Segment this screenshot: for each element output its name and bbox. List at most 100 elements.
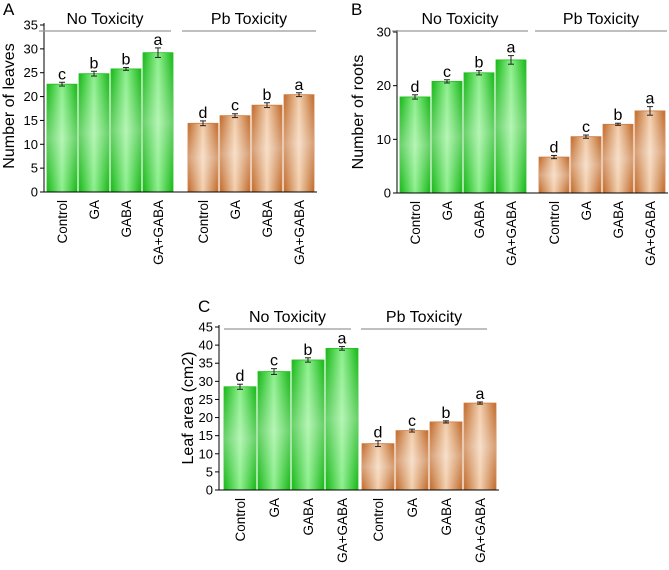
y-tick-label: 20 bbox=[24, 89, 38, 104]
significance-letter: b bbox=[614, 107, 623, 124]
bar-highlight bbox=[252, 105, 282, 192]
x-tick-label: GA+GABA bbox=[473, 498, 488, 563]
x-tick-label: GABA bbox=[301, 498, 316, 536]
significance-letter: b bbox=[90, 55, 99, 72]
bar-highlight bbox=[430, 421, 462, 490]
y-tick-label: 35 bbox=[24, 18, 38, 33]
y-tick-label: 40 bbox=[199, 338, 213, 353]
bar-highlight bbox=[603, 124, 633, 193]
significance-letter: c bbox=[231, 98, 239, 115]
significance-letter: c bbox=[270, 353, 278, 370]
y-tick-label: 30 bbox=[377, 25, 391, 40]
significance-letter: a bbox=[154, 32, 163, 49]
y-axis-title: Number of leaves bbox=[1, 43, 18, 168]
y-tick-label: 30 bbox=[199, 374, 213, 389]
significance-letter: b bbox=[263, 87, 272, 104]
bar-highlight bbox=[47, 84, 77, 192]
x-tick-label: GABA bbox=[611, 201, 626, 239]
panel-c-leaf-area-chart: C 0 5 10 15 20 25 30 35 40 45 Leaf area (cm2) No To… bbox=[180, 297, 499, 563]
significance-letter: d bbox=[550, 139, 559, 156]
panel-b-roots-chart: B 0 10 20 30 Number of roots No Toxicity Pb To… bbox=[350, 0, 668, 266]
significance-letter: d bbox=[236, 368, 245, 385]
bar-highlight bbox=[400, 96, 430, 193]
significance-letter: a bbox=[476, 386, 485, 403]
panel-a-leaves-chart: A 0 5 10 15 20 25 30 35 Number of leaves No Toxic… bbox=[1, 0, 317, 265]
group-label: Pb Toxicity bbox=[563, 11, 639, 28]
significance-letter: b bbox=[475, 55, 484, 72]
significance-letter: c bbox=[443, 64, 451, 81]
x-tick-label: GA bbox=[87, 200, 102, 220]
x-tick-label: GA bbox=[267, 498, 282, 518]
bar-highlight bbox=[396, 430, 428, 490]
bar-highlight bbox=[464, 403, 496, 490]
x-tick-label: GA bbox=[228, 200, 243, 220]
y-tick-label: 45 bbox=[199, 320, 213, 335]
significance-letter: a bbox=[338, 331, 347, 348]
bar-highlight bbox=[571, 136, 601, 193]
significance-letter: c bbox=[408, 413, 416, 430]
bar-highlight bbox=[539, 157, 569, 193]
significance-letter: b bbox=[442, 405, 451, 422]
y-tick-label: 30 bbox=[24, 41, 38, 56]
x-tick-label: GA bbox=[405, 498, 420, 518]
significance-letter: a bbox=[507, 40, 516, 57]
bar-highlight bbox=[432, 81, 462, 193]
significance-letter: c bbox=[582, 119, 590, 136]
x-tick-label: GA+GABA bbox=[335, 498, 350, 563]
y-tick-label: 25 bbox=[199, 392, 213, 407]
significance-letter: d bbox=[411, 79, 420, 96]
x-tick-label: GA+GABA bbox=[643, 201, 658, 266]
significance-letter: c bbox=[58, 66, 66, 83]
significance-letter: a bbox=[295, 77, 304, 94]
x-tick-label: GA bbox=[579, 201, 594, 221]
y-tick-label: 10 bbox=[24, 137, 38, 152]
x-tick-label: GABA bbox=[260, 200, 275, 238]
x-tick-label: Control bbox=[408, 201, 423, 245]
bar-highlight bbox=[79, 73, 109, 192]
bar-highlight bbox=[188, 123, 218, 192]
bar-highlight bbox=[292, 359, 324, 490]
significance-letter: d bbox=[374, 425, 383, 442]
y-tick-label: 25 bbox=[24, 65, 38, 80]
bar-highlight bbox=[143, 52, 173, 192]
group-label: No Toxicity bbox=[66, 11, 143, 28]
x-tick-label: Control bbox=[233, 498, 248, 542]
x-tick-label: Control bbox=[55, 200, 70, 244]
y-tick-label: 5 bbox=[31, 161, 38, 176]
bar-highlight bbox=[258, 371, 290, 490]
x-tick-label: GA bbox=[440, 201, 455, 221]
significance-letter: b bbox=[122, 51, 131, 68]
x-tick-label: GA+GABA bbox=[504, 201, 519, 266]
y-tick-label: 35 bbox=[199, 356, 213, 371]
group-label: No Toxicity bbox=[421, 11, 498, 28]
y-axis-title: Leaf area (cm2) bbox=[180, 352, 197, 465]
y-tick-label: 15 bbox=[199, 428, 213, 443]
y-tick-label: 0 bbox=[206, 483, 213, 498]
x-tick-label: Control bbox=[371, 498, 386, 542]
y-tick-label: 5 bbox=[206, 464, 213, 479]
x-tick-label: Control bbox=[547, 201, 562, 245]
x-tick-label: GABA bbox=[119, 200, 134, 238]
x-tick-label: Control bbox=[196, 200, 211, 244]
bar-highlight bbox=[362, 443, 394, 490]
y-tick-label: 20 bbox=[377, 78, 391, 93]
y-tick-label: 0 bbox=[31, 185, 38, 200]
group-label: Pb Toxicity bbox=[211, 11, 287, 28]
panel-letter-a: A bbox=[3, 0, 15, 19]
y-tick-label: 0 bbox=[384, 186, 391, 201]
significance-letter: d bbox=[199, 105, 208, 122]
x-tick-label: GA+GABA bbox=[151, 200, 166, 265]
panel-letter-c: C bbox=[198, 297, 210, 316]
y-axis-title: Number of roots bbox=[350, 55, 367, 170]
group-label: Pb Toxicity bbox=[386, 309, 462, 326]
significance-letter: a bbox=[646, 91, 655, 108]
group-label: No Toxicity bbox=[249, 309, 326, 326]
significance-letter: b bbox=[304, 342, 313, 359]
bar-highlight bbox=[496, 59, 526, 194]
panel-letter-b: B bbox=[351, 0, 362, 19]
y-tick-label: 20 bbox=[199, 410, 213, 425]
bar-highlight bbox=[464, 72, 494, 193]
x-tick-label: GABA bbox=[472, 201, 487, 239]
bar-highlight bbox=[220, 115, 250, 192]
